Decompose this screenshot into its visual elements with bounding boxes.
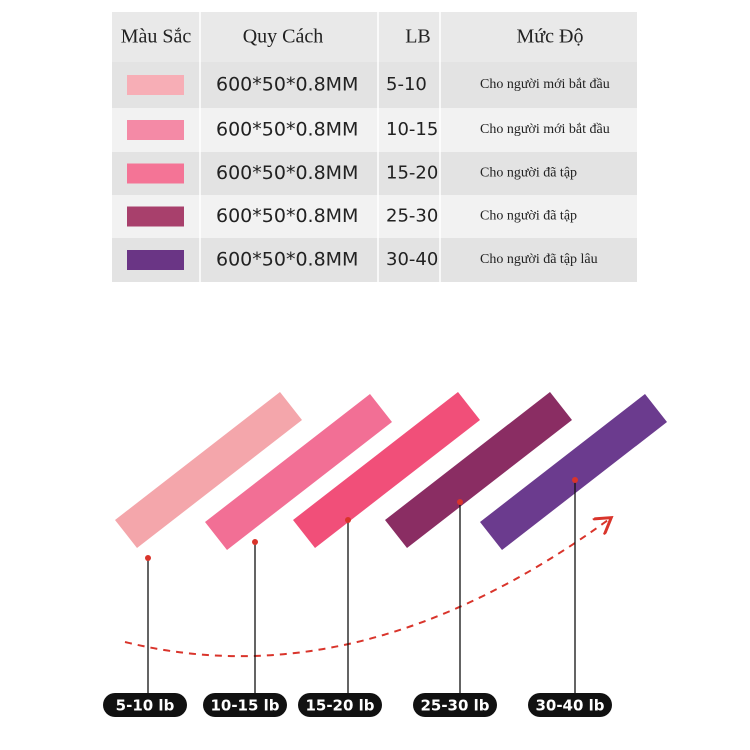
pointer-dot	[572, 477, 578, 483]
label-pill	[298, 693, 382, 717]
table-header: Mức Độ	[517, 26, 584, 48]
resistance-band	[480, 394, 667, 550]
spec: 600*50*0.8MM	[216, 249, 358, 271]
pointer-dot	[345, 517, 351, 523]
band-label: 15-20 lb	[305, 697, 374, 715]
band-label: 5-10 lb	[116, 697, 175, 715]
spec: 600*50*0.8MM	[216, 119, 358, 141]
band-label: 10-15 lb	[210, 697, 279, 715]
level: Cho người mới bắt đầu	[480, 122, 610, 137]
label-pill	[413, 693, 497, 717]
lb: 5-10	[386, 74, 427, 95]
pointer-dot	[252, 539, 258, 545]
band-label: 30-40 lb	[535, 697, 604, 715]
color-swatch	[127, 120, 184, 140]
label-pill	[528, 693, 612, 717]
level: Cho người đã tập	[480, 166, 577, 181]
table-header: Màu Sắc	[121, 26, 192, 48]
table-header: Quy Cách	[243, 26, 324, 48]
label-pill	[103, 693, 187, 717]
spec: 600*50*0.8MM	[216, 205, 358, 227]
lb: 25-30	[386, 206, 438, 227]
resistance-band	[115, 392, 302, 548]
label-pill	[203, 693, 287, 717]
resistance-band	[205, 394, 392, 550]
lb: 10-15	[386, 119, 438, 140]
level: Cho người mới bắt đầu	[480, 77, 610, 92]
table-header: LB	[405, 26, 431, 48]
lb: 15-20	[386, 163, 438, 184]
color-swatch	[127, 206, 184, 227]
level: Cho người đã tập lâu	[480, 252, 598, 267]
progress-arrow	[124, 520, 608, 658]
spec: 600*50*0.8MM	[216, 162, 358, 184]
resistance-band	[293, 392, 480, 548]
band-label: 25-30 lb	[420, 697, 489, 715]
color-swatch	[127, 75, 184, 95]
lb: 30-40	[386, 249, 438, 270]
spec: 600*50*0.8MM	[216, 74, 358, 96]
pointer-dot	[145, 555, 151, 561]
color-swatch	[127, 250, 184, 270]
color-swatch	[127, 163, 184, 184]
level: Cho người đã tập	[480, 209, 577, 224]
resistance-band	[385, 392, 572, 548]
pointer-dot	[457, 499, 463, 505]
